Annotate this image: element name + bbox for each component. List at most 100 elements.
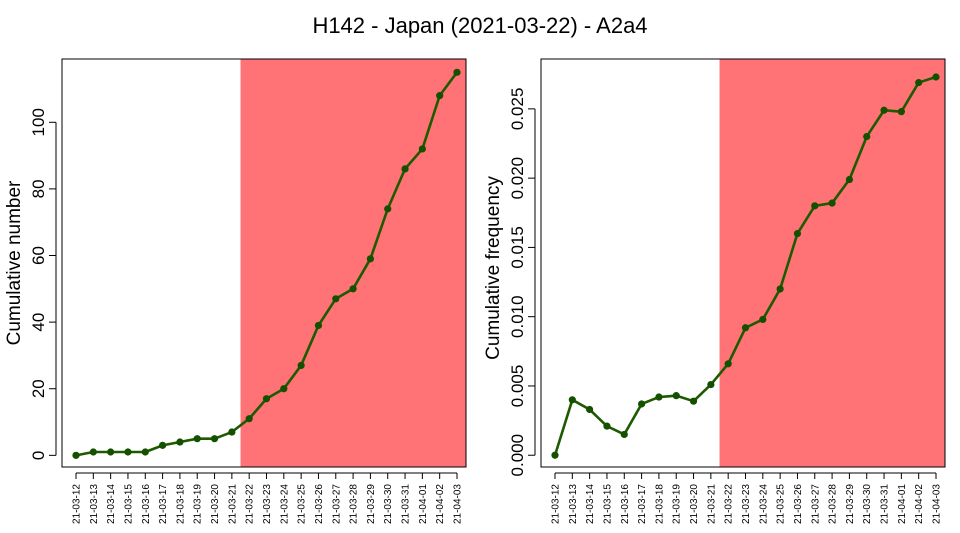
data-point — [724, 360, 732, 368]
data-point — [880, 106, 888, 114]
data-point — [107, 448, 115, 456]
x-tick-label: 21-03-29 — [366, 484, 377, 524]
x-tick-label: 21-03-23 — [262, 484, 273, 524]
data-point — [915, 78, 923, 87]
x-tick-label: 21-03-26 — [314, 484, 325, 524]
plot-frame — [540, 58, 946, 468]
data-point — [897, 108, 905, 116]
data-point — [418, 145, 426, 153]
data-point — [845, 175, 854, 184]
x-tick-label: 21-03-20 — [210, 484, 221, 524]
x-tick-label: 21-03-29 — [845, 484, 856, 524]
data-point — [551, 451, 559, 459]
y-tick-label: 0.005 — [508, 365, 527, 408]
data-point — [228, 428, 236, 436]
x-tick-label: 21-03-15 — [602, 484, 613, 524]
data-point — [603, 422, 611, 430]
plot-frame — [61, 58, 467, 468]
data-point — [366, 255, 375, 263]
chart-panel-cumulative-frequency: Cumulative frequency 0.000 0.005 0.010 0.01… — [483, 58, 946, 524]
data-point — [637, 400, 646, 408]
x-tick-label: 21-03-14 — [585, 484, 596, 524]
data-point — [176, 438, 184, 446]
x-tick-label: 21-03-20 — [689, 484, 700, 524]
data-point — [141, 448, 149, 456]
data-point — [314, 321, 323, 330]
data-point — [620, 430, 628, 439]
data-point — [453, 68, 461, 76]
y-tick-label: 0 — [29, 451, 48, 460]
data-point — [689, 397, 698, 405]
data-point — [863, 132, 871, 141]
x-tick-label: 21-03-27 — [331, 484, 342, 524]
x-tick-label: 21-03-14 — [106, 484, 117, 524]
x-tick-label: 21-04-02 — [435, 484, 446, 524]
x-tick-label: 21-03-16 — [141, 484, 152, 524]
data-point — [158, 441, 167, 449]
x-tick-label: 21-03-24 — [758, 484, 769, 524]
data-point — [776, 285, 784, 293]
x-tick-label: 21-03-24 — [279, 484, 290, 524]
data-point — [401, 165, 409, 173]
data-point — [245, 415, 253, 423]
y-tick-label: 20 — [29, 379, 48, 398]
y-axis-label: Cumulative frequency — [483, 176, 504, 360]
x-tick-label: 21-04-01 — [897, 484, 908, 524]
data-point — [262, 395, 271, 403]
x-tick-label: 21-04-03 — [932, 484, 943, 524]
x-tick-label: 21-04-01 — [418, 484, 429, 524]
x-tick-label: 21-03-17 — [637, 484, 648, 524]
data-point — [707, 380, 715, 389]
x-tick-label: 21-03-15 — [123, 484, 134, 524]
data-point — [72, 451, 80, 459]
x-tick-label: 21-03-16 — [620, 484, 631, 524]
y-tick-label: 0.015 — [508, 226, 527, 269]
y-tick-label: 40 — [29, 313, 48, 332]
y-tick-label: 60 — [29, 246, 48, 265]
chart-panel-cumulative-number: Cumulative number 0 20 40 60 80 100 21-03-12 21… — [4, 58, 467, 524]
y-tick-label: 0.025 — [508, 88, 527, 131]
data-point — [89, 448, 97, 456]
y-tick-label: 80 — [29, 179, 48, 198]
x-tick-label: 21-03-18 — [654, 484, 665, 524]
x-tick-label: 21-03-31 — [401, 484, 412, 524]
data-point — [828, 199, 836, 207]
x-tick-label: 21-03-30 — [383, 484, 394, 524]
data-point — [793, 229, 802, 238]
data-point — [655, 393, 663, 401]
x-tick-label: 21-03-12 — [551, 484, 562, 524]
y-tick-label: 0.010 — [508, 295, 527, 338]
x-tick-label: 21-03-22 — [724, 484, 735, 524]
x-tick-label: 21-03-28 — [349, 484, 360, 524]
x-tick-label: 21-03-21 — [706, 484, 717, 524]
y-tick-label: 0.020 — [508, 157, 527, 200]
x-tick-label: 21-03-22 — [245, 484, 256, 524]
data-point — [586, 405, 594, 414]
x-tick-label: 21-03-21 — [227, 484, 238, 524]
x-tick-label: 21-04-03 — [453, 484, 464, 524]
x-tick-label: 21-03-18 — [175, 484, 186, 524]
x-tick-label: 21-03-27 — [810, 484, 821, 524]
data-point — [280, 385, 288, 393]
x-tick-label: 21-03-28 — [828, 484, 839, 524]
x-tick-label: 21-03-19 — [672, 484, 683, 524]
data-point — [741, 324, 750, 332]
y-axis-label: Cumulative number — [4, 180, 25, 345]
x-tick-label: 21-03-25 — [297, 484, 308, 524]
x-tick-label: 21-03-31 — [880, 484, 891, 524]
x-tick-label: 21-03-13 — [89, 484, 100, 524]
highlight-region — [719, 59, 945, 467]
data-point — [932, 73, 940, 81]
data-point — [332, 295, 340, 303]
data-point — [124, 448, 132, 456]
data-point — [193, 435, 201, 443]
data-point — [436, 92, 444, 100]
data-point — [297, 361, 305, 370]
x-tick-label: 21-03-25 — [776, 484, 787, 524]
data-point — [811, 202, 819, 210]
data-point — [349, 285, 357, 293]
x-tick-label: 21-03-12 — [72, 484, 83, 524]
x-tick-label: 21-03-19 — [193, 484, 204, 524]
y-tick-label: 100 — [29, 108, 48, 136]
